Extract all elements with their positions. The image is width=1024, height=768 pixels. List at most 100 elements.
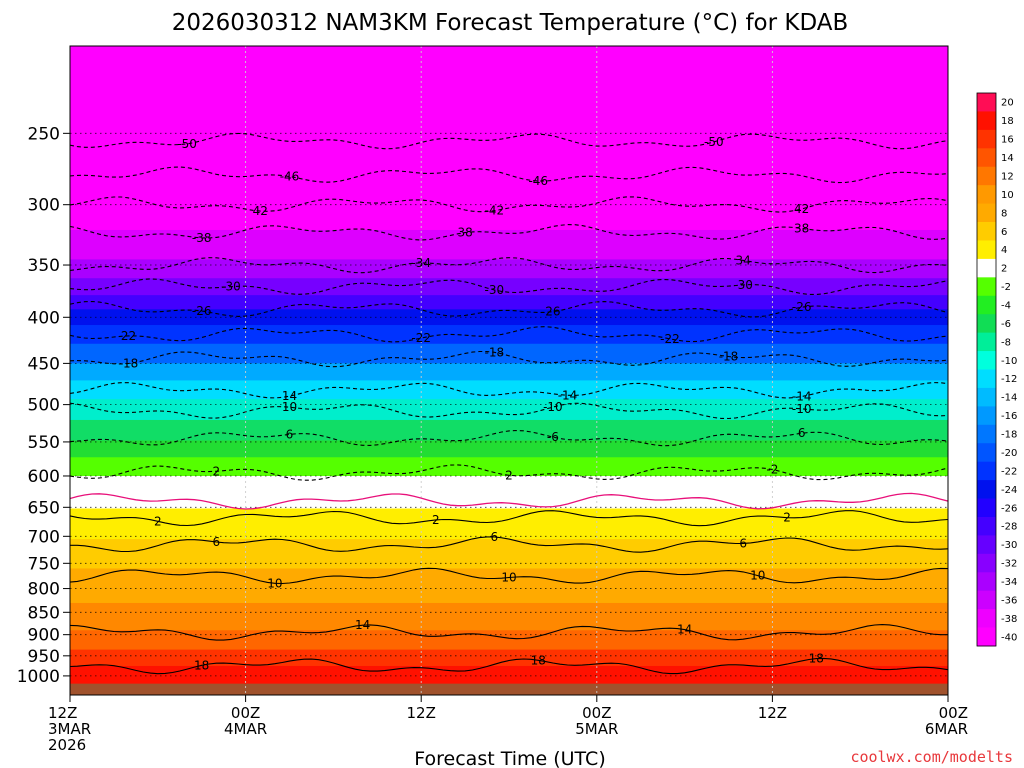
colorbar-label-3: 14 — [1001, 153, 1014, 164]
colorbar-label-9: 2 — [1001, 264, 1007, 275]
band-3 — [70, 278, 948, 296]
contour-label--34-1: 34 — [735, 253, 750, 267]
contour--10 — [70, 402, 948, 420]
band-1 — [70, 229, 948, 260]
colorbar-label-19: -20 — [1001, 448, 1017, 459]
contour-label-2-0: 2 — [154, 514, 162, 528]
colorbar-cell-0 — [977, 93, 996, 112]
contour--22 — [70, 326, 948, 343]
contour-label--26-1: 26 — [545, 305, 560, 319]
colorbar-label-13: -8 — [1001, 337, 1011, 348]
colorbar-label-29: -40 — [1001, 632, 1017, 643]
colorbar-label-2: 16 — [1001, 135, 1014, 146]
isotherm-labels: -50 -50 -46 -46 42 -42 42 -38 38 38 -34 34 -30 -30 -30… — [119, 135, 824, 672]
colorbar-label-6: 8 — [1001, 208, 1007, 219]
colorbar-label-5: 10 — [1001, 190, 1014, 201]
band-4 — [70, 295, 948, 310]
contour-label--42-0: 42 — [253, 204, 268, 218]
ytick-label-700: 700 — [28, 527, 60, 547]
contour-label--14-2: -14 — [792, 389, 812, 403]
ytick-label-250: 250 — [28, 124, 60, 144]
band-12 — [70, 440, 948, 458]
contour--46 — [70, 166, 948, 184]
colorbar-cell-27 — [977, 590, 996, 610]
band-16 — [70, 539, 948, 570]
contour-label--30-2: -30 — [733, 278, 753, 292]
colorbar-cell-24 — [977, 535, 996, 555]
contour-label--22-1: -22 — [411, 331, 431, 345]
ytick-label-550: 550 — [28, 433, 60, 453]
contour--38 — [70, 224, 948, 241]
band-6 — [70, 325, 948, 345]
colorbar-cell-19 — [977, 443, 996, 463]
colorbar-label-14: -10 — [1001, 356, 1017, 367]
contour-label--38-2: 38 — [794, 221, 809, 235]
colorbar-cell-20 — [977, 461, 996, 481]
chart-title: 2026030312 NAM3KM Forecast Temperature (… — [172, 10, 849, 36]
xtick-label-4-0: 12Z — [758, 704, 787, 722]
band-20 — [70, 649, 948, 667]
colorbar-label-1: 18 — [1001, 116, 1014, 127]
colorbar-label-24: -30 — [1001, 540, 1017, 551]
colorbar-cell-8 — [977, 240, 996, 260]
colorbar-cell-15 — [977, 369, 996, 389]
contour-label-18-0: 18 — [194, 658, 209, 672]
xtick-label-1-0: 00Z — [231, 704, 260, 722]
contour-label-10-1: 10 — [501, 571, 516, 585]
ytick-label-350: 350 — [28, 256, 60, 276]
contour-label--14-1: -14 — [558, 388, 578, 402]
colorbar-cell-25 — [977, 553, 996, 573]
ytick-label-900: 900 — [28, 626, 60, 646]
ytick-label-850: 850 — [28, 603, 60, 623]
colorbar-cell-23 — [977, 516, 996, 536]
ytick-label-750: 750 — [28, 554, 60, 574]
band-7 — [70, 343, 948, 364]
colorbar-cell-2 — [977, 129, 996, 149]
contour--50 — [70, 132, 948, 150]
contour-label--50-0: -50 — [177, 137, 197, 151]
xtick-label-2-0: 12Z — [407, 704, 436, 722]
contour-label--14-0: 14 — [282, 389, 297, 403]
colorbar-cell-28 — [977, 609, 996, 628]
colorbar-cell-10 — [977, 277, 996, 297]
contour--26 — [70, 300, 948, 318]
contour-label--46-1: -46 — [528, 174, 548, 188]
contour-0 — [70, 492, 948, 510]
pressure-axis: 250 300 350 400 450 500 550 600 650 700 750 800 850 9… — [17, 124, 70, 687]
colorbar-cell-6 — [977, 203, 996, 223]
gridlines — [70, 46, 948, 695]
contour-label--30-0: -30 — [221, 280, 241, 294]
contour-label-18-2: 18 — [809, 652, 824, 666]
contour-label--2-2: -2 — [766, 462, 778, 476]
xtick-label-3-1: 5MAR — [575, 720, 618, 738]
band-22 — [70, 683, 948, 695]
contour-label-6-1: 6 — [491, 530, 499, 544]
contour-label--10-2: -10 — [792, 402, 812, 416]
colorbar-label-4: 12 — [1001, 171, 1014, 182]
isotherm-contours — [70, 132, 948, 675]
contour-label--42-1: -42 — [485, 204, 505, 218]
contour--18 — [70, 350, 948, 368]
contour-label--34-0: -34 — [411, 256, 431, 270]
contour-14 — [70, 624, 948, 641]
contour-label--2-1: 2 — [505, 468, 513, 482]
ytick-label-950: 950 — [28, 647, 60, 667]
contour-label--2-0: 2 — [213, 464, 221, 478]
contour-label--50-1: -50 — [704, 135, 724, 149]
colorbar-label-26: -34 — [1001, 577, 1017, 588]
colorbar-label-0: 20 — [1001, 98, 1014, 109]
contour-label-14-0: 14 — [355, 618, 370, 632]
colorbar-label-16: -14 — [1001, 393, 1017, 404]
band-10 — [70, 399, 948, 421]
contour-label-10-0: 10 — [267, 576, 282, 590]
colorbar-label-20: -22 — [1001, 466, 1017, 477]
contour-2 — [70, 510, 948, 527]
contour--2 — [70, 464, 948, 481]
contour-18 — [70, 657, 948, 675]
contour-label--18-2: -18 — [719, 350, 739, 364]
colorbar-label-15: -12 — [1001, 374, 1017, 385]
contour-label-10-2: 10 — [750, 569, 765, 583]
colorbar-cell-14 — [977, 351, 996, 370]
